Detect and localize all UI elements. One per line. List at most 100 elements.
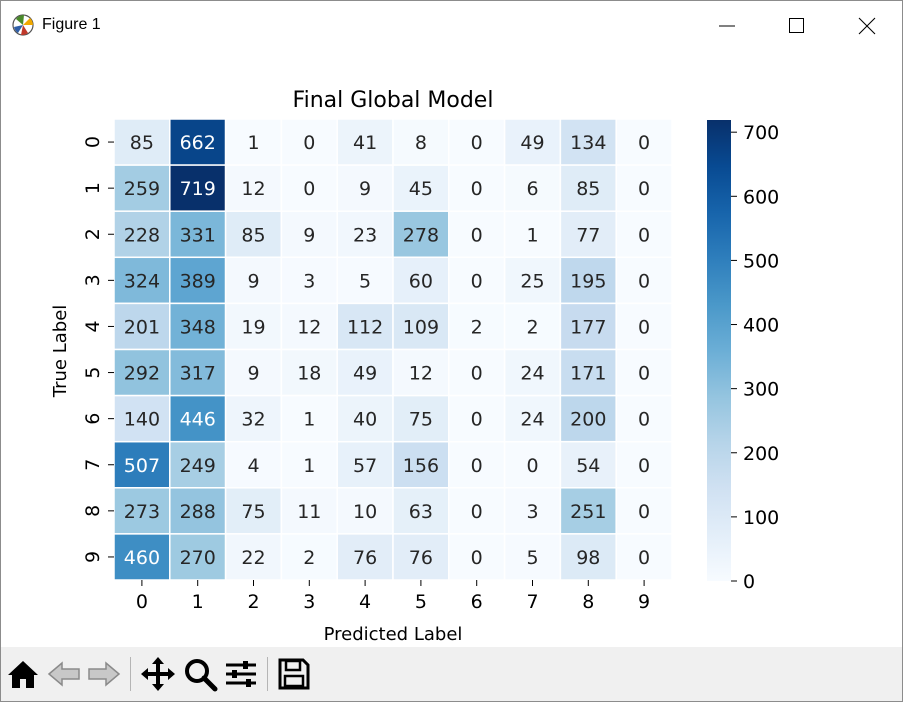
cell-value-label: 662 (180, 132, 216, 154)
cell-value-label: 292 (124, 363, 160, 385)
heatmap-cell (224, 256, 283, 305)
cell-value-label: 259 (124, 178, 160, 200)
cell-value-label: 288 (180, 501, 216, 523)
colorbar-tick-label: 400 (743, 315, 779, 337)
cell-value-label: 0 (471, 178, 483, 200)
cell-value-label: 201 (124, 316, 160, 338)
close-button[interactable] (832, 1, 902, 51)
cell-value-label: 0 (471, 501, 483, 523)
cell-value-label: 0 (638, 363, 650, 385)
cell-value-label: 156 (403, 455, 439, 477)
cell-value-label: 719 (180, 178, 216, 200)
cell-value-label: 331 (180, 224, 216, 246)
heatmap-cell (559, 533, 617, 581)
cell-value-label: 23 (353, 224, 377, 246)
cell-value-label: 12 (409, 363, 433, 385)
minimize-button[interactable] (692, 1, 762, 51)
configure-subplots-button[interactable] (222, 655, 260, 693)
cell-value-label: 251 (570, 501, 606, 523)
cell-value-label: 32 (241, 409, 265, 431)
title-bar[interactable]: Figure 1 (1, 1, 902, 51)
heatmap-cell (224, 210, 283, 259)
heatmap-cell (169, 394, 227, 443)
cell-value-label: 112 (347, 316, 383, 338)
cell-value-label: 0 (638, 132, 650, 154)
cell-value-label: 0 (638, 501, 650, 523)
cell-value-label: 49 (520, 132, 544, 154)
heatmap-cell (169, 164, 227, 212)
cell-value-label: 134 (570, 132, 606, 154)
heatmap-cell (503, 256, 562, 305)
cell-value-label: 446 (180, 409, 216, 431)
cell-value-label: 3 (526, 501, 538, 523)
colorbar-tick-label: 0 (743, 571, 755, 593)
cell-value-label: 249 (180, 455, 216, 477)
cell-value-label: 24 (520, 409, 544, 431)
heatmap-cell (448, 210, 506, 259)
cell-value-label: 6 (526, 178, 538, 200)
cell-value-label: 54 (576, 455, 600, 477)
heatmap-cell (615, 256, 673, 305)
cell-value-label: 63 (409, 501, 433, 523)
heatmap-cell (224, 302, 283, 351)
colorbar (707, 120, 731, 581)
cell-value-label: 9 (359, 178, 371, 200)
cell-value-label: 0 (638, 316, 650, 338)
cell-value-label: 41 (353, 132, 377, 154)
navigation-toolbar (1, 647, 902, 701)
cell-value-label: 3 (303, 270, 315, 292)
x-axis-label: Predicted Label (324, 624, 463, 645)
cell-value-label: 2 (471, 316, 483, 338)
zoom-button[interactable] (181, 655, 219, 693)
home-button[interactable] (4, 655, 42, 693)
heatmap-cell (503, 487, 562, 535)
save-icon (278, 658, 310, 690)
cell-value-label: 75 (409, 409, 433, 431)
heatmap-cell (224, 348, 283, 397)
heatmap-cell (280, 440, 338, 489)
window-title: Figure 1 (42, 16, 101, 33)
cell-value-label: 0 (471, 363, 483, 385)
cell-value-label: 0 (471, 132, 483, 154)
y-tick-label: 9 (82, 551, 104, 563)
cell-value-label: 40 (353, 409, 377, 431)
heatmap-cell (169, 440, 227, 489)
pan-button[interactable] (139, 655, 177, 693)
back-button[interactable] (45, 655, 83, 693)
cell-value-label: 49 (353, 363, 377, 385)
colorbar-tick-label: 500 (743, 250, 779, 272)
cell-value-label: 75 (241, 501, 265, 523)
heatmap-cell (503, 210, 562, 259)
x-tick-label: 7 (526, 591, 538, 613)
heatmap-cell (169, 256, 227, 305)
cell-value-label: 22 (241, 547, 265, 569)
cell-value-label: 5 (359, 270, 371, 292)
cell-value-label: 348 (180, 316, 216, 338)
save-button[interactable] (275, 655, 313, 693)
toolbar-separator (267, 657, 268, 691)
cell-value-label: 9 (247, 363, 259, 385)
cell-value-label: 8 (415, 132, 427, 154)
heatmap-cell (503, 348, 562, 397)
heatmap-cell (615, 210, 673, 259)
cell-value-label: 0 (638, 178, 650, 200)
y-tick-label: 3 (82, 274, 104, 286)
maximize-icon (789, 18, 804, 33)
cell-value-label: 109 (403, 316, 439, 338)
x-tick-label: 4 (359, 591, 371, 613)
cell-value-label: 0 (303, 132, 315, 154)
cell-value-label: 76 (353, 547, 377, 569)
forward-button[interactable] (85, 655, 123, 693)
heatmap-cell (448, 118, 506, 166)
cell-value-label: 1 (247, 132, 259, 154)
maximize-button[interactable] (762, 1, 832, 51)
heatmap-cell (169, 348, 227, 397)
colorbar-tick-label: 200 (743, 443, 779, 465)
heatmap-cell (392, 533, 450, 581)
cell-value-label: 2 (303, 547, 315, 569)
heatmap-cell (448, 533, 506, 581)
colorbar-tick-label: 300 (743, 379, 779, 401)
